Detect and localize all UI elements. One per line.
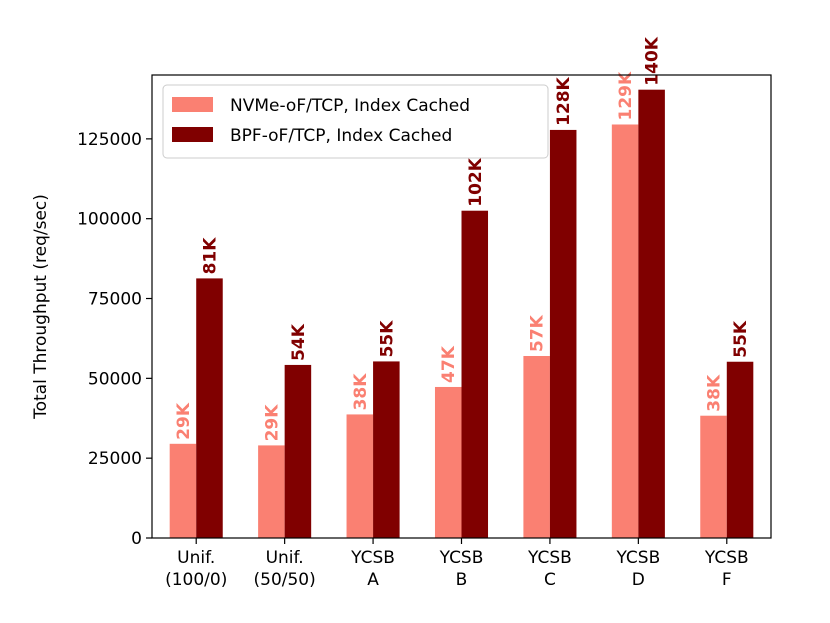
bar-bpf xyxy=(549,129,577,538)
bar-value-label: 102K xyxy=(466,157,486,206)
bar-value-label: 29K xyxy=(262,404,282,442)
bar-value-label: 81K xyxy=(200,237,220,275)
bar-value-label: 57K xyxy=(528,314,548,352)
bar-bpf xyxy=(196,278,223,538)
y-tick-label: 0 xyxy=(131,529,142,549)
bar-bpf xyxy=(284,364,312,538)
legend-label: NVMe-oF/TCP, Index Cached xyxy=(230,96,470,116)
legend-swatch xyxy=(172,127,213,142)
bar-labels-group: 29K 29K 38K 47K 57K 129K 38K 81K 54K 55K 102K 128K 1… xyxy=(174,36,751,441)
bars-group xyxy=(169,89,754,538)
y-tick-label: 125000 xyxy=(77,130,142,150)
x-tick-label: (100/0) xyxy=(165,570,227,590)
legend: NVMe-oF/TCP, Index Cached BPF-oF/TCP, Ind… xyxy=(162,84,549,159)
bar-bpf xyxy=(461,210,489,538)
bar-value-label: 29K xyxy=(174,402,194,440)
bar-nvme xyxy=(258,445,285,538)
x-tick-label: YCSB xyxy=(439,548,484,568)
y-tick-label: 100000 xyxy=(77,210,142,230)
y-axis: 0 25000 50000 75000 100000 125000 xyxy=(77,130,152,549)
y-tick-label: 75000 xyxy=(88,290,142,310)
bar-value-label: 129K xyxy=(616,71,636,120)
bar-value-label: 38K xyxy=(351,373,371,411)
bar-bpf xyxy=(373,361,400,538)
x-tick-label: C xyxy=(544,570,556,590)
x-tick-label: D xyxy=(632,570,645,590)
bar-nvme xyxy=(434,386,462,538)
bar-nvme xyxy=(346,414,374,538)
y-tick-label: 50000 xyxy=(88,369,142,389)
legend-box xyxy=(162,84,549,159)
x-tick-label: YCSB xyxy=(350,548,395,568)
legend-swatch xyxy=(172,97,213,112)
bar-value-label: 140K xyxy=(643,36,663,85)
bar-value-label: 128K xyxy=(554,76,574,125)
bar-nvme xyxy=(169,443,197,538)
bar-bpf xyxy=(638,89,665,538)
bar-bpf xyxy=(726,361,754,538)
bar-nvme xyxy=(700,415,727,538)
x-tick-label: YCSB xyxy=(615,548,660,568)
x-tick-label: Unif. xyxy=(177,548,215,568)
bar-value-label: 54K xyxy=(289,323,309,361)
bar-value-label: 55K xyxy=(377,320,397,358)
x-tick-label: F xyxy=(722,570,732,590)
bar-value-label: 47K xyxy=(439,345,459,383)
x-tick-label: B xyxy=(456,570,468,590)
legend-label: BPF-oF/TCP, Index Cached xyxy=(230,126,452,146)
bar-nvme xyxy=(611,124,639,538)
y-tick-label: 25000 xyxy=(88,449,142,469)
bar-value-label: 38K xyxy=(705,374,725,412)
x-tick-label: (50/50) xyxy=(254,570,316,590)
y-axis-title: Total Throughput (req/sec) xyxy=(31,194,51,420)
x-tick-label: YCSB xyxy=(527,548,572,568)
bar-nvme xyxy=(523,355,550,538)
bar-value-label: 55K xyxy=(731,320,751,358)
x-tick-label: Unif. xyxy=(266,548,304,568)
x-tick-label: A xyxy=(367,570,379,590)
x-axis: Unif.(100/0)Unif.(50/50)YCSBAYCSBBYCSBCY… xyxy=(165,538,749,590)
x-tick-label: YCSB xyxy=(704,548,749,568)
